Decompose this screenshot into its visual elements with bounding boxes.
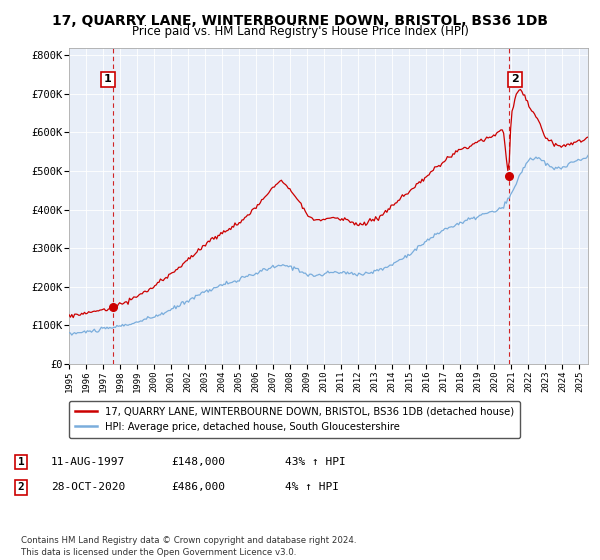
Text: 2: 2	[17, 482, 25, 492]
Text: 1: 1	[104, 74, 112, 85]
Text: 1: 1	[17, 457, 25, 467]
Text: Contains HM Land Registry data © Crown copyright and database right 2024.
This d: Contains HM Land Registry data © Crown c…	[21, 536, 356, 557]
Text: 17, QUARRY LANE, WINTERBOURNE DOWN, BRISTOL, BS36 1DB: 17, QUARRY LANE, WINTERBOURNE DOWN, BRIS…	[52, 14, 548, 28]
Text: 11-AUG-1997: 11-AUG-1997	[51, 457, 125, 467]
Text: 28-OCT-2020: 28-OCT-2020	[51, 482, 125, 492]
Legend: 17, QUARRY LANE, WINTERBOURNE DOWN, BRISTOL, BS36 1DB (detached house), HPI: Ave: 17, QUARRY LANE, WINTERBOURNE DOWN, BRIS…	[69, 400, 520, 438]
Text: Price paid vs. HM Land Registry's House Price Index (HPI): Price paid vs. HM Land Registry's House …	[131, 25, 469, 38]
Text: 2: 2	[511, 74, 519, 85]
Text: £148,000: £148,000	[171, 457, 225, 467]
Text: 4% ↑ HPI: 4% ↑ HPI	[285, 482, 339, 492]
Text: 43% ↑ HPI: 43% ↑ HPI	[285, 457, 346, 467]
Text: £486,000: £486,000	[171, 482, 225, 492]
